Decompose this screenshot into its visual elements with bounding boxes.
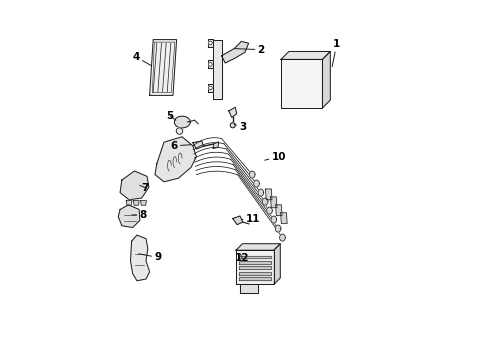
Circle shape bbox=[209, 63, 212, 66]
Polygon shape bbox=[274, 244, 280, 284]
Text: 11: 11 bbox=[242, 213, 260, 224]
Text: 8: 8 bbox=[132, 210, 147, 220]
Polygon shape bbox=[120, 171, 149, 200]
Polygon shape bbox=[236, 244, 280, 250]
Polygon shape bbox=[254, 180, 259, 187]
Polygon shape bbox=[208, 39, 213, 47]
Polygon shape bbox=[281, 51, 330, 59]
Polygon shape bbox=[229, 107, 237, 117]
Polygon shape bbox=[155, 137, 196, 182]
Polygon shape bbox=[240, 284, 258, 293]
Polygon shape bbox=[263, 198, 268, 205]
Polygon shape bbox=[281, 59, 322, 108]
Text: 9: 9 bbox=[139, 252, 161, 262]
Polygon shape bbox=[213, 142, 219, 149]
Polygon shape bbox=[239, 256, 271, 258]
Polygon shape bbox=[275, 225, 281, 232]
Polygon shape bbox=[208, 60, 213, 68]
Polygon shape bbox=[239, 266, 271, 269]
Polygon shape bbox=[271, 216, 277, 223]
Text: 6: 6 bbox=[171, 141, 191, 151]
Circle shape bbox=[230, 123, 235, 128]
Text: 1: 1 bbox=[332, 39, 341, 67]
Polygon shape bbox=[149, 40, 176, 95]
Text: 2: 2 bbox=[234, 45, 265, 55]
Polygon shape bbox=[126, 201, 132, 205]
Circle shape bbox=[176, 128, 183, 134]
Text: 5: 5 bbox=[167, 111, 176, 121]
Polygon shape bbox=[281, 213, 287, 224]
Polygon shape bbox=[133, 201, 139, 205]
Polygon shape bbox=[275, 205, 282, 216]
Circle shape bbox=[209, 41, 212, 45]
Polygon shape bbox=[258, 189, 264, 196]
Polygon shape bbox=[249, 171, 255, 178]
Polygon shape bbox=[118, 205, 140, 228]
Text: 10: 10 bbox=[265, 152, 286, 162]
Polygon shape bbox=[141, 201, 147, 205]
Polygon shape bbox=[267, 207, 272, 214]
Polygon shape bbox=[239, 277, 271, 280]
Polygon shape bbox=[239, 272, 271, 275]
Polygon shape bbox=[280, 234, 285, 241]
Polygon shape bbox=[174, 116, 190, 128]
Polygon shape bbox=[233, 216, 243, 225]
Text: 4: 4 bbox=[132, 52, 151, 66]
Circle shape bbox=[209, 86, 212, 90]
Text: 7: 7 bbox=[140, 183, 148, 193]
Polygon shape bbox=[270, 197, 277, 208]
Text: 12: 12 bbox=[235, 253, 249, 263]
Text: 3: 3 bbox=[234, 122, 246, 132]
Polygon shape bbox=[266, 189, 272, 200]
Polygon shape bbox=[208, 84, 213, 92]
Polygon shape bbox=[239, 261, 271, 264]
Polygon shape bbox=[236, 250, 274, 284]
Polygon shape bbox=[221, 41, 248, 63]
Polygon shape bbox=[322, 51, 330, 108]
Polygon shape bbox=[130, 235, 149, 281]
Polygon shape bbox=[193, 141, 204, 149]
Polygon shape bbox=[213, 40, 221, 99]
